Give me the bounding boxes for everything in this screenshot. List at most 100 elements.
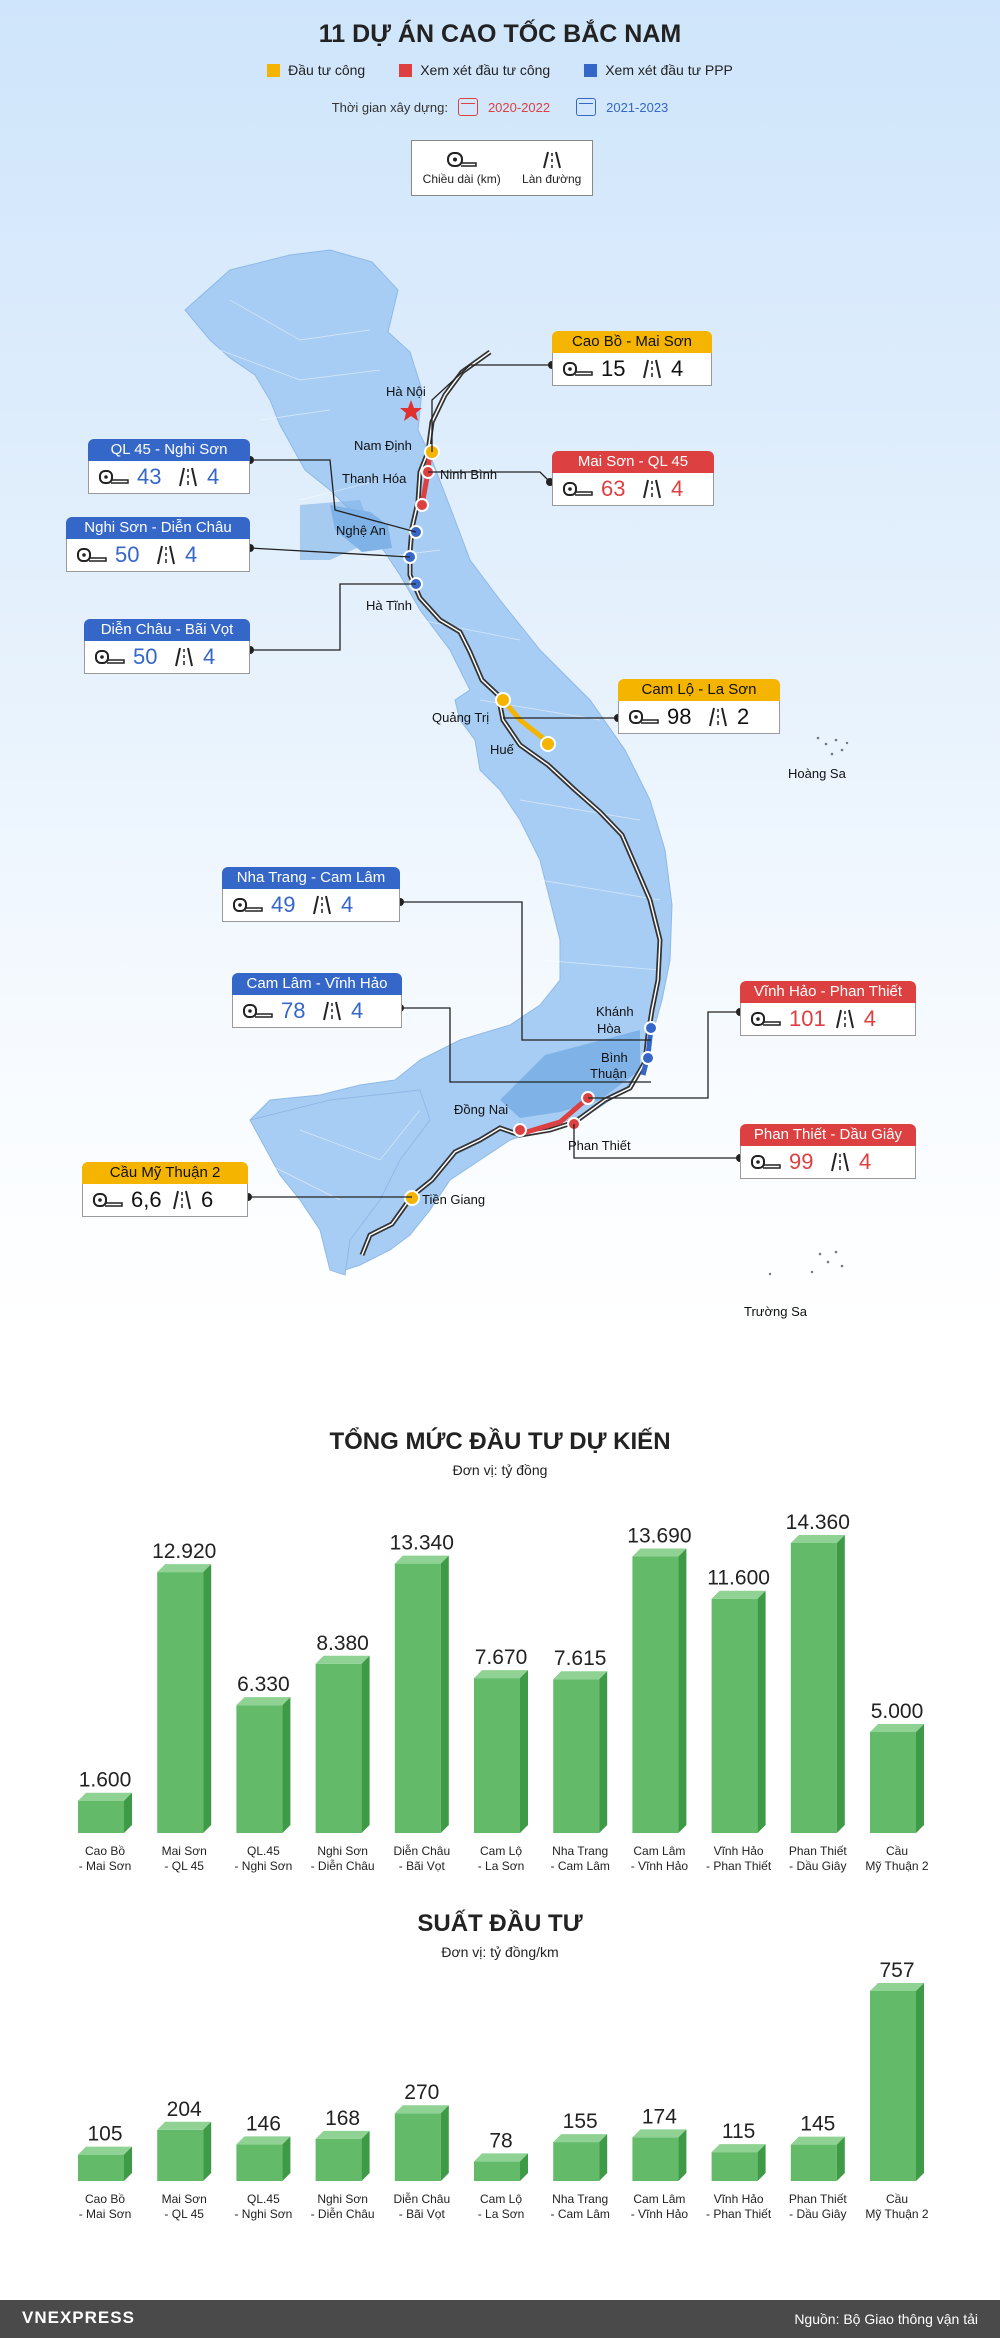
project-lanes: 4 [671, 356, 684, 381]
marker-tien-giang [404, 1190, 420, 1206]
bar-value-label: 7.615 [554, 1647, 607, 1670]
category-label: - Nghi Sơn [234, 1859, 292, 1873]
red-swatch [399, 63, 413, 77]
key-length-label: Chiều dài (km) [422, 171, 501, 186]
project-name: Diễn Châu - Bãi Vọt [84, 619, 250, 641]
category-label: - Phan Thiết [706, 2207, 772, 2221]
project-length: 50 [115, 542, 140, 567]
marker-hue [540, 736, 556, 752]
category-label: - Dầu Giây [789, 1859, 846, 1873]
project-length: 98 [667, 704, 692, 729]
legend-item-review-public: Xem xét đầu tư công [399, 62, 550, 78]
category-label: - Bãi Vọt [399, 1859, 446, 1873]
project-lanes: 2 [737, 704, 750, 729]
bar-value-label: 115 [722, 2120, 755, 2143]
category-label: - Cam Lâm [551, 2207, 610, 2221]
chart-total-investment: 1.600 Cao Bồ- Mai Sơn 12.920 Mai Sơn- QL 45… [78, 1511, 929, 1873]
category-label: - Phan Thiết [706, 1859, 772, 1873]
capital-star-icon [400, 400, 422, 421]
category-label: Diễn Châu [393, 1843, 450, 1858]
project-name: Phan Thiết - Dầu Giây [740, 1124, 916, 1146]
place-tien-giang: Tiền Giang [422, 1192, 486, 1207]
project-name: Cam Lâm - Vĩnh Hảo [232, 973, 402, 995]
category-label: - La Sơn [478, 1859, 525, 1873]
project-length: 101 [789, 1006, 826, 1031]
category-label: - Vĩnh Hảo [631, 1859, 689, 1873]
category-label: Cầu [886, 1844, 908, 1858]
project-length: 15 [601, 356, 626, 381]
place-ha-noi: Hà Nội [386, 384, 426, 399]
project-card: Vĩnh Hảo - Phan Thiết 101 4 [740, 981, 916, 1036]
bar [315, 1655, 370, 1833]
bar [78, 2146, 132, 2181]
project-lanes: 6 [201, 1187, 214, 1212]
place-thanh-hoa: Thanh Hóa [342, 471, 407, 486]
tape-measure-icon [243, 1004, 273, 1018]
category-label: - Cam Lâm [551, 1859, 610, 1873]
bar-value-label: 204 [167, 2098, 202, 2121]
project-card: Cam Lâm - Vĩnh Hảo 78 4 [232, 973, 402, 1028]
project-name: Cam Lộ - La Sơn [618, 679, 780, 701]
source-text: Nguồn: Bộ Giao thông vận tải [794, 2311, 978, 2327]
marker-quang-tri [495, 692, 511, 708]
leader-lines [248, 364, 740, 1198]
project-lanes: 4 [351, 998, 364, 1023]
bar-value-label: 270 [404, 2081, 439, 2104]
category-label: Nghi Sơn [317, 2192, 368, 2206]
category-label: - La Sơn [478, 2207, 525, 2221]
road-lane-icon [709, 707, 727, 727]
tape-measure-icon [233, 898, 263, 912]
marker-dong-nai [513, 1123, 527, 1137]
bar-value-label: 13.690 [627, 1525, 691, 1548]
bar [632, 1548, 687, 1833]
category-label: Vĩnh Hảo [714, 2192, 764, 2206]
place-phan-thiet: Phan Thiết [568, 1138, 631, 1153]
category-label: Mai Sơn [162, 2192, 207, 2206]
bar [711, 2144, 766, 2181]
key-box: Chiều dài (km) Làn đường [411, 140, 593, 196]
tape-measure-icon [751, 1155, 781, 1169]
category-label: - Diễn Châu [311, 1858, 375, 1873]
project-length: 49 [271, 892, 296, 917]
tape-measure-icon [751, 1012, 781, 1026]
period-red: 2020-2022 [487, 99, 551, 115]
tape-measure-icon [99, 470, 129, 484]
bar [474, 1670, 528, 1833]
bar [236, 1697, 291, 1833]
marker-khanh-hoa [644, 1021, 658, 1035]
bar-value-label: 174 [642, 2105, 677, 2128]
legend-item-public: Đầu tư công [267, 62, 365, 78]
bar-value-label: 7.670 [475, 1646, 528, 1669]
legend-item-ppp: Xem xét đầu tư PPP [584, 62, 733, 78]
mekong-region [249, 1089, 431, 1276]
highlight-province [500, 1030, 640, 1118]
chart-title-unit: SUẤT ĐẦU TƯ [417, 1910, 583, 1937]
tape-measure-icon [629, 710, 659, 724]
place-ninh-binh: Ninh Bình [440, 467, 498, 482]
bar-value-label: 12.920 [152, 1540, 216, 1563]
bar [78, 1792, 132, 1833]
road-lane-icon [157, 545, 175, 565]
project-card: Cam Lộ - La Sơn 98 2 [618, 679, 780, 734]
project-length: 43 [137, 464, 162, 489]
bar [553, 2134, 608, 2181]
highlight-province [300, 500, 375, 560]
category-label: Cầu [886, 2192, 908, 2206]
bar-value-label: 146 [246, 2112, 281, 2135]
place-dong-nai: Đồng Nai [454, 1102, 509, 1117]
category-label: - Vĩnh Hảo [631, 2207, 689, 2221]
project-card: Cao Bồ - Mai Sơn 15 4 [552, 331, 712, 386]
bar-value-label: 1.600 [79, 1769, 132, 1792]
place-ha-tinh: Hà Tĩnh [366, 598, 413, 613]
segment-cam-lo-la-son [501, 698, 550, 744]
tape-measure-icon [77, 548, 107, 562]
bar [394, 2105, 449, 2181]
road-lane-icon [313, 895, 331, 915]
road-lane-icon [831, 1152, 849, 1172]
project-name: Nha Trang - Cam Lâm [222, 867, 400, 889]
hoang-sa-islands [816, 736, 849, 756]
legend-label: Xem xét đầu tư công [420, 62, 551, 78]
timeline-label: Thời gian xây dựng: [331, 99, 448, 115]
category-label: Cam Lâm [633, 2192, 685, 2206]
category-label: - Nghi Sơn [234, 2207, 292, 2221]
